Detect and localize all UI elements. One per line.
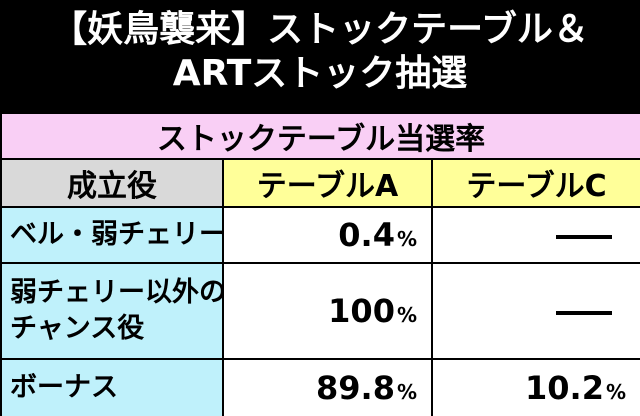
title-block: 【妖鳥襲来】ストックテーブル＆ ARTストック抽選 bbox=[0, 0, 640, 110]
row-label-line: チャンス役 bbox=[10, 313, 145, 344]
row-label-line: ボーナス bbox=[10, 372, 118, 403]
table-caption-row: ストックテーブル当選率 bbox=[0, 112, 640, 160]
table-row: ベル・弱チェリー 0.4% bbox=[0, 206, 640, 264]
title-line-1: 【妖鳥襲来】ストックテーブル＆ bbox=[51, 9, 589, 50]
value-table-a: 100% bbox=[222, 262, 433, 360]
row-label: ベル・弱チェリー bbox=[0, 206, 224, 264]
header-role: 成立役 bbox=[0, 158, 224, 208]
table-row: 弱チェリー以外の チャンス役 100% bbox=[0, 262, 640, 360]
value-number: 89.8 bbox=[316, 369, 395, 407]
row-label: 弱チェリー以外の チャンス役 bbox=[0, 262, 224, 360]
row-label-line: 弱チェリー以外の bbox=[10, 277, 223, 308]
stock-table-wrapper: ストックテーブル当選率 成立役 テーブルA テーブルC ベル・弱チェリー 0.4… bbox=[0, 112, 640, 416]
value-number: 0.4 bbox=[338, 216, 395, 254]
value-table-a: 89.8% bbox=[222, 358, 433, 416]
value-table-a: 0.4% bbox=[222, 206, 433, 264]
header-table-a: テーブルA bbox=[222, 158, 433, 208]
percent-sign: % bbox=[396, 227, 417, 251]
value-table-c bbox=[430, 262, 640, 360]
table-header-row: 成立役 テーブルA テーブルC bbox=[0, 158, 640, 208]
stock-table: ストックテーブル当選率 成立役 テーブルA テーブルC ベル・弱チェリー 0.4… bbox=[0, 112, 640, 416]
value-table-c bbox=[430, 206, 640, 264]
header-table-c: テーブルC bbox=[430, 158, 640, 208]
percent-sign: % bbox=[396, 303, 417, 327]
row-label: ボーナス bbox=[0, 358, 224, 416]
dash-icon bbox=[556, 311, 613, 315]
value-number: 10.2 bbox=[525, 369, 604, 407]
value-number: 100 bbox=[328, 292, 395, 330]
dash-icon bbox=[556, 235, 613, 239]
table-row: ボーナス 89.8% 10.2% bbox=[0, 358, 640, 416]
percent-sign: % bbox=[396, 380, 417, 404]
table-caption: ストックテーブル当選率 bbox=[0, 112, 640, 160]
value-table-c: 10.2% bbox=[430, 358, 640, 416]
row-label-line: ベル・弱チェリー bbox=[10, 219, 223, 250]
title-line-2: ARTストック抽選 bbox=[172, 53, 468, 94]
percent-sign: % bbox=[605, 380, 627, 404]
